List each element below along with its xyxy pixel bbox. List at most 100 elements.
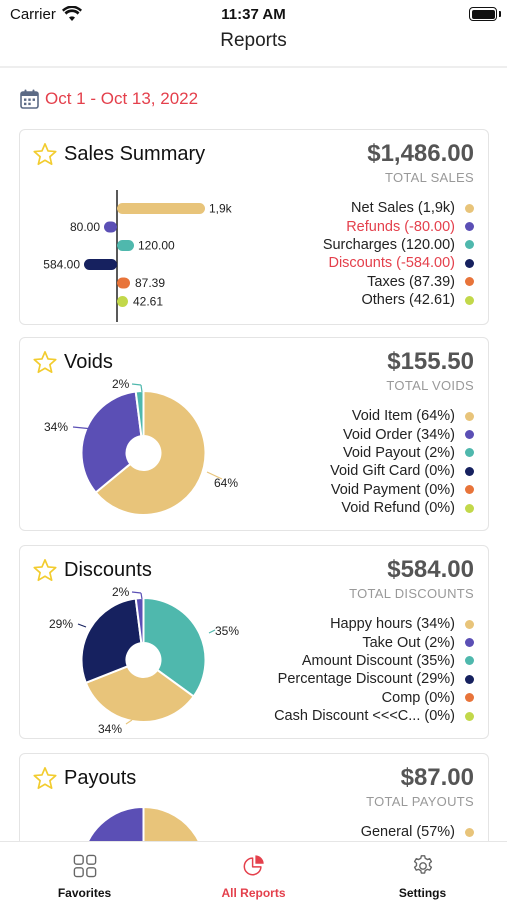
legend-item-comp: Comp (0%) <box>274 689 474 707</box>
legend-label: Net Sales (1,9k) <box>351 200 455 217</box>
total-voids-value: $155.50 <box>387 348 474 375</box>
total-sales-value: $1,486.00 <box>367 140 474 167</box>
legend-label: Amount Discount (35%) <box>301 652 455 669</box>
donut-slice-1 <box>80 390 143 494</box>
total-discounts-value: $584.00 <box>387 556 474 583</box>
leader-34 <box>72 426 94 430</box>
page-title: Reports <box>220 30 287 51</box>
voids-pct-34: 34% <box>44 420 68 434</box>
star-icon[interactable] <box>32 142 58 167</box>
tab-settings[interactable]: Settings <box>338 842 507 900</box>
legend-dot <box>465 503 474 513</box>
star-icon[interactable] <box>32 350 58 375</box>
leader-2a <box>131 383 142 386</box>
legend-dot <box>465 619 474 629</box>
payouts-legend: General (57%) <box>361 823 474 841</box>
legend-label: Percentage Discount (29%) <box>277 671 455 688</box>
legend-label: Refunds (-80.00) <box>346 218 455 235</box>
discounts-legend: Happy hours (34%) Take Out (2%) Amount D… <box>274 615 474 725</box>
legend-label: Happy hours (34%) <box>330 616 455 633</box>
voids-card[interactable]: Voids $155.50 TOTAL VOIDS 64% 34% 2% Voi… <box>19 337 489 531</box>
leader-2d <box>140 592 143 600</box>
legend-label: Void Item (64%) <box>351 408 455 425</box>
legend-dot <box>465 674 474 684</box>
legend-dot <box>465 638 474 648</box>
sales-bar-chart: 1,9k 80.00 120.00 584.00 87.39 42.61 <box>43 190 233 322</box>
legend-item-void-gift-card: Void Gift Card (0%) <box>330 462 474 480</box>
legend-dot <box>465 693 474 703</box>
legend-dot <box>465 448 474 458</box>
tab-favorites[interactable]: Favorites <box>0 842 169 900</box>
bar-discounts <box>84 259 117 270</box>
total-voids-label: TOTAL VOIDS <box>386 378 474 393</box>
legend-item-amount-discount: Amount Discount (35%) <box>274 652 474 670</box>
discounts-pct-2: 2% <box>112 585 130 599</box>
gear-icon <box>413 855 432 874</box>
legend-label: Void Order (34%) <box>342 426 455 443</box>
card-title-row: Sales Summary <box>32 142 205 167</box>
legend-label: Take Out (2%) <box>362 634 455 651</box>
donut-slice-1 <box>84 664 196 723</box>
legend-dot <box>465 295 474 305</box>
total-payouts-value: $87.00 <box>400 764 474 791</box>
status-time: 11:37 AM <box>221 6 286 23</box>
bar-label-net-sales: 1,9k <box>209 202 233 216</box>
tab-all-reports[interactable]: All Reports <box>169 842 338 900</box>
legend-label: Comp (0%) <box>381 689 455 706</box>
legend-item-others: Others (42.61) <box>323 291 474 309</box>
legend-label: Taxes (87.39) <box>367 273 455 290</box>
bar-label-taxes: 87.39 <box>135 276 165 290</box>
star-icon[interactable] <box>32 766 58 791</box>
legend-item-surcharges: Surcharges (120.00) <box>323 236 474 254</box>
nav-divider <box>0 66 507 68</box>
legend-dot <box>465 711 474 721</box>
voids-pct-64: 64% <box>214 476 238 490</box>
leader-29 <box>77 623 87 628</box>
legend-item-percentage-discount: Percentage Discount (29%) <box>274 670 474 688</box>
legend-item-void-item: Void Item (64%) <box>330 407 474 425</box>
legend-dot <box>465 430 474 440</box>
bar-label-surcharges: 120.00 <box>138 239 175 253</box>
legend-label: Void Payment (0%) <box>330 481 455 498</box>
leader-35 <box>208 629 216 634</box>
date-range-text: Oct 1 - Oct 13, 2022 <box>45 89 199 108</box>
card-title: Voids <box>64 351 113 373</box>
voids-legend: Void Item (64%) Void Order (34%) Void Pa… <box>330 407 474 517</box>
donut-slice-0 <box>142 596 207 698</box>
bar-label-discounts: 584.00 <box>43 258 80 272</box>
discounts-card[interactable]: Discounts $584.00 TOTAL DISCOUNTS 35% 34… <box>19 545 489 739</box>
bar-surcharges <box>117 240 134 251</box>
legend-label: Void Refund (0%) <box>341 500 455 517</box>
legend-item-void-payout: Void Payout (2%) <box>330 444 474 462</box>
star-icon[interactable] <box>32 558 58 583</box>
bar-label-others: 42.61 <box>133 295 163 309</box>
legend-label: Others (42.61) <box>361 292 456 309</box>
legend-item-discounts: Discounts (-584.00) <box>323 254 474 272</box>
leader-64 <box>206 471 223 480</box>
card-title-row: Discounts <box>32 558 152 583</box>
legend-label: Cash Discount <<<C... (0%) <box>274 708 455 725</box>
legend-dot <box>465 258 474 268</box>
bar-taxes <box>117 277 130 289</box>
legend-dot <box>465 466 474 476</box>
carrier-name: Carrier <box>10 6 56 23</box>
legend-dot <box>465 240 474 250</box>
legend-label: Void Payout (2%) <box>342 444 455 461</box>
legend-dot <box>465 485 474 495</box>
total-payouts-label: TOTAL PAYOUTS <box>366 794 474 809</box>
legend-item-void-order: Void Order (34%) <box>330 425 474 443</box>
legend-item-cash-discount: Cash Discount <<<C... (0%) <box>274 707 474 725</box>
legend-item-void-refund: Void Refund (0%) <box>330 499 474 517</box>
legend-item-general: General (57%) <box>361 823 474 841</box>
date-range-picker[interactable]: Oct 1 - Oct 13, 2022 <box>20 89 198 109</box>
donut-slice-0 <box>94 389 207 516</box>
sales-summary-card[interactable]: Sales Summary $1,486.00 TOTAL SALES 1,9k… <box>19 129 489 325</box>
card-title: Sales Summary <box>64 143 206 165</box>
card-title-row: Voids <box>32 350 113 375</box>
total-discounts-label: TOTAL DISCOUNTS <box>349 586 474 601</box>
tab-label: All Reports <box>221 886 286 900</box>
total-sales-label: TOTAL SALES <box>384 170 474 185</box>
legend-dot <box>465 827 474 837</box>
voids-donut-chart: 64% 34% 2% <box>44 377 238 516</box>
tab-label: Favorites <box>57 886 112 900</box>
